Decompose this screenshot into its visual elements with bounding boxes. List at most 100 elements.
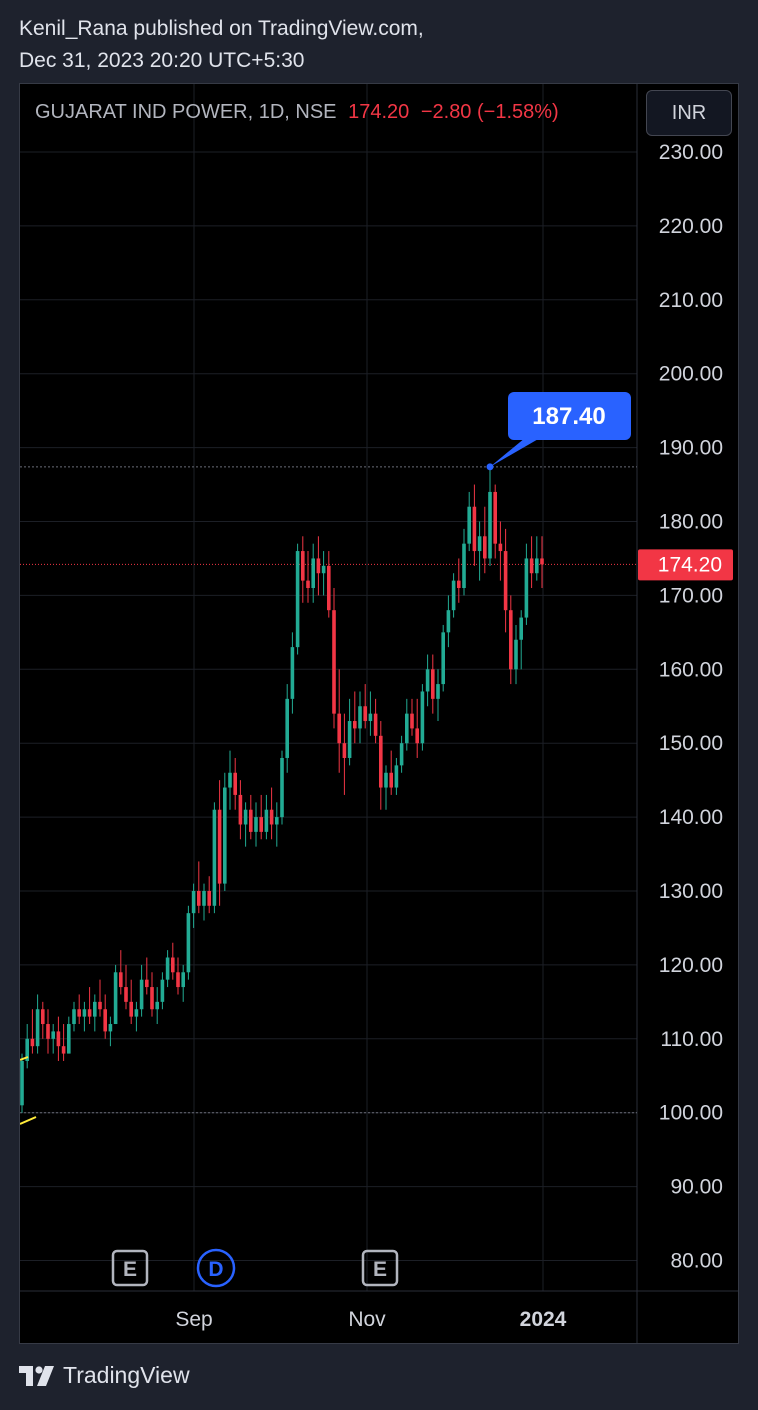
candle-body xyxy=(415,728,419,744)
candle-body xyxy=(540,558,544,565)
candle-body xyxy=(280,757,284,818)
candle-body xyxy=(425,669,430,692)
candle-body xyxy=(446,610,451,633)
price-chart[interactable]: 187.40 E D E 230.00 220.00 210.00 200.00 190.00… xyxy=(20,84,738,1343)
candle-body xyxy=(238,794,243,825)
candle-body xyxy=(113,972,118,1025)
drawing-segment xyxy=(20,1056,29,1061)
time-axis[interactable]: Sep Nov 2024 xyxy=(175,1308,566,1331)
candle-body xyxy=(259,817,263,832)
candle-body xyxy=(35,1009,40,1047)
last-price-tag xyxy=(638,549,733,581)
candle-body xyxy=(358,706,362,729)
candle-body xyxy=(87,1009,92,1017)
candle-body xyxy=(202,891,206,906)
candle-body xyxy=(181,972,185,988)
candle-body xyxy=(457,580,461,589)
candle-body xyxy=(384,772,388,788)
candle-body xyxy=(41,1009,45,1025)
candle-body xyxy=(295,551,300,648)
candle-body xyxy=(82,1009,87,1017)
price-tick-label: 120.00 xyxy=(659,954,723,977)
price-tick-label: 80.00 xyxy=(670,1250,723,1273)
price-tick-label: 220.00 xyxy=(659,215,723,238)
candle-body xyxy=(436,684,440,699)
candle-body xyxy=(165,957,170,980)
earnings-marker xyxy=(361,1249,399,1287)
tradingview-logo[interactable]: TradingView xyxy=(19,1362,190,1389)
candle-body xyxy=(451,580,456,611)
brand-name: TradingView xyxy=(63,1362,190,1388)
publisher-line: Kenil_Rana published on TradingView.com, xyxy=(19,17,424,40)
candle-body xyxy=(529,558,534,574)
candle-body xyxy=(316,558,321,574)
tradingview-icon xyxy=(19,1365,54,1386)
candle-body xyxy=(197,891,201,906)
candle-body xyxy=(327,565,331,611)
candle-body xyxy=(77,1009,81,1017)
candle-body xyxy=(30,1038,35,1047)
candle-body xyxy=(483,536,487,559)
candle-body xyxy=(249,809,253,832)
candle-body xyxy=(171,957,175,973)
candle-body xyxy=(347,721,352,758)
dividend-marker-label: D xyxy=(208,1258,223,1281)
price-change: −2.80 (−1.58%) xyxy=(420,101,559,123)
candle-body xyxy=(332,610,336,714)
price-tick-label: 160.00 xyxy=(659,658,723,681)
candle-body xyxy=(410,713,414,729)
candle-body xyxy=(353,721,357,729)
candle-body xyxy=(503,551,508,611)
candle-body xyxy=(441,632,445,685)
candle-body xyxy=(488,491,492,559)
candle-body xyxy=(514,639,518,670)
chart-panel[interactable]: 187.40 E D E 230.00 220.00 210.00 200.00 190.00… xyxy=(19,83,739,1344)
candle-body xyxy=(56,1031,61,1047)
candle-body xyxy=(342,743,347,758)
candle-body xyxy=(306,580,310,589)
candle-body xyxy=(228,772,232,788)
candle-body xyxy=(405,713,409,744)
candle-body xyxy=(25,1038,29,1061)
candle-body xyxy=(389,772,393,788)
time-tick-label: Nov xyxy=(348,1308,386,1331)
publish-date: Dec 31, 2023 20:20 UTC+5:30 xyxy=(19,49,305,72)
candle-body xyxy=(394,765,399,788)
price-axis[interactable]: 230.00 220.00 210.00 200.00 190.00 180.00 170.… xyxy=(638,141,733,1273)
candle-body xyxy=(368,713,373,722)
candle-body xyxy=(145,979,149,988)
currency-button[interactable]: INR xyxy=(646,90,732,136)
overlay: 187.40 E D E xyxy=(20,392,631,1288)
candle-body xyxy=(269,809,274,825)
candle-body xyxy=(150,987,154,1010)
price-tick-label: 180.00 xyxy=(659,511,723,534)
earnings-marker xyxy=(111,1249,149,1287)
price-tick-label: 190.00 xyxy=(659,437,723,460)
candle-body xyxy=(160,979,165,1002)
candle-body xyxy=(93,1001,97,1017)
candle-body xyxy=(290,647,295,699)
candle-body xyxy=(399,743,404,766)
candle-body xyxy=(207,891,211,906)
price-tick-label: 200.00 xyxy=(659,363,723,386)
grid-lines xyxy=(20,84,738,1343)
candle-body xyxy=(498,543,503,552)
candle-body xyxy=(254,817,258,832)
candle-body xyxy=(186,913,191,973)
candle-body xyxy=(233,772,237,795)
candle-body xyxy=(129,1001,133,1017)
candle-body xyxy=(217,809,222,884)
candle-body xyxy=(311,558,315,589)
last-price-tag-label: 174.20 xyxy=(658,553,722,576)
price-tick-label: 100.00 xyxy=(659,1102,723,1125)
candle-body xyxy=(61,1046,66,1054)
earnings-marker-label: E xyxy=(123,1258,137,1281)
candle-body xyxy=(67,1024,71,1054)
candle-body xyxy=(524,558,529,618)
price-tick-label: 90.00 xyxy=(670,1176,723,1199)
price-tick-label: 150.00 xyxy=(659,732,723,755)
candle-body xyxy=(373,713,378,736)
symbol-title: GUJARAT IND POWER, 1D, NSE xyxy=(35,101,337,123)
candle-body xyxy=(212,809,217,906)
last-price: 174.20 xyxy=(348,101,410,123)
